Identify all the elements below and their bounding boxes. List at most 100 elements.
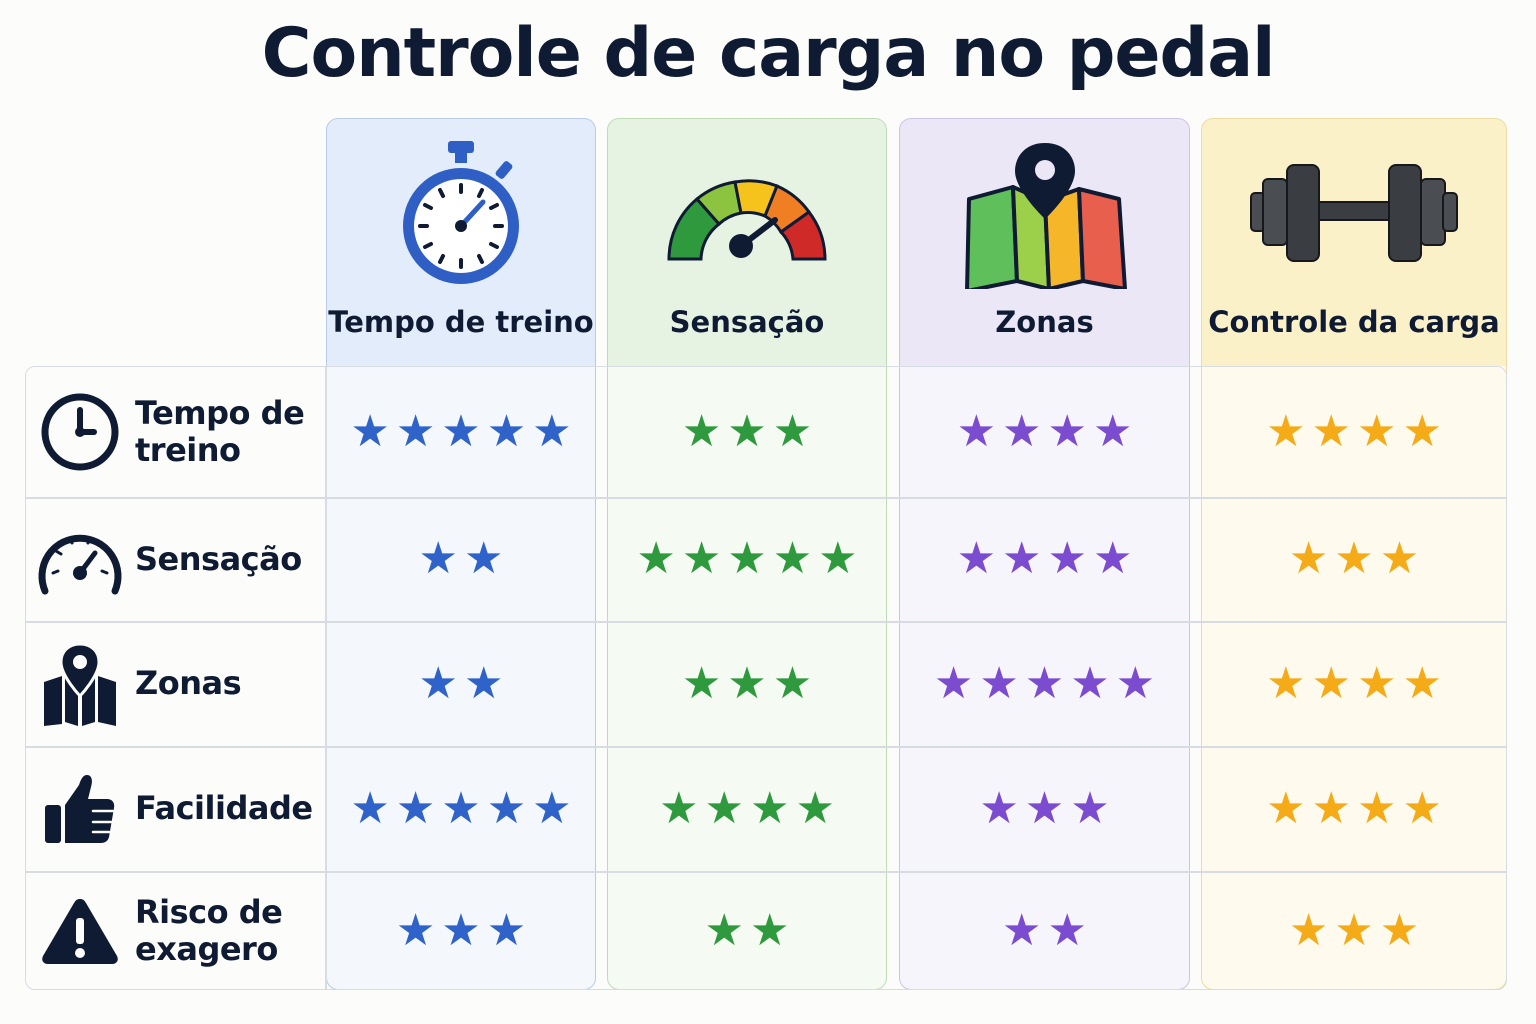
row-divider [25, 621, 1507, 623]
star-icon: ★ [956, 405, 997, 457]
star-icon: ★ [956, 533, 997, 584]
star-icon: ★ [1311, 657, 1351, 709]
rating-cell: ★ ★ ★ ★ [899, 497, 1190, 621]
star-icon: ★ [1024, 657, 1065, 709]
star-icon: ★ [681, 533, 722, 584]
star-icon: ★ [772, 533, 813, 584]
star-icon: ★ [704, 782, 744, 834]
rating-cell: ★ ★ [326, 497, 596, 621]
stopwatch-icon [327, 129, 595, 299]
star-icon: ★ [486, 904, 527, 956]
star-icon: ★ [1047, 533, 1087, 584]
star-icon: ★ [441, 782, 481, 834]
star-icon: ★ [486, 782, 527, 834]
row-header-risco-de-exagero: Risco de exagero [25, 871, 325, 990]
star-icon: ★ [772, 657, 813, 709]
rating-cell: ★ ★ ★ ★ ★ [326, 746, 596, 871]
rating-cell: ★ ★ [899, 871, 1190, 990]
star-icon: ★ [1266, 782, 1306, 834]
star-icon: ★ [532, 405, 572, 457]
rating-cell: ★ ★ ★ ★ ★ [899, 621, 1190, 746]
star-icon: ★ [1311, 405, 1351, 457]
rating-cell: ★ ★ ★ ★ [899, 366, 1190, 497]
star-icon: ★ [418, 657, 458, 709]
star-icon: ★ [1357, 405, 1397, 457]
row-label: Tempo de treino [135, 393, 305, 469]
rating-cell: ★ ★ [326, 621, 596, 746]
star-icon: ★ [681, 405, 722, 457]
star-icon: ★ [1311, 782, 1351, 834]
row-label-line1: Sensação [135, 539, 302, 578]
thumbs-up-icon [25, 773, 135, 845]
column-divider [325, 366, 327, 990]
row-label: Sensação [135, 539, 302, 578]
star-icon: ★ [395, 782, 436, 834]
star-icon: ★ [979, 657, 1019, 709]
star-icon: ★ [1357, 782, 1397, 834]
row-label-line2: exagero [135, 929, 278, 968]
column-sensacao: Sensação [607, 118, 887, 990]
column-label-zonas: Zonas [995, 305, 1094, 339]
star-icon: ★ [818, 533, 858, 584]
column-controle-da-carga: Controle da carga [1201, 118, 1507, 990]
row-divider [25, 497, 1507, 499]
star-icon: ★ [659, 782, 699, 834]
star-icon: ★ [1070, 657, 1110, 709]
star-icon: ★ [1334, 904, 1374, 956]
star-icon: ★ [1115, 657, 1156, 709]
rating-cell: ★ ★ ★ [1201, 497, 1507, 621]
ratings-table [25, 366, 1507, 990]
star-icon: ★ [1402, 782, 1442, 834]
star-icon: ★ [532, 782, 572, 834]
star-icon: ★ [772, 405, 813, 457]
star-icon: ★ [1002, 405, 1042, 457]
star-icon: ★ [1002, 904, 1042, 956]
star-icon: ★ [933, 657, 974, 709]
rating-cell: ★ ★ ★ [899, 746, 1190, 871]
star-icon: ★ [395, 904, 436, 956]
star-icon: ★ [1379, 904, 1420, 956]
dumbbell-icon [1202, 129, 1506, 299]
star-icon: ★ [464, 533, 504, 584]
rating-cell: ★ ★ ★ ★ [607, 746, 887, 871]
star-icon: ★ [1266, 405, 1306, 457]
page-title: Controle de carga no pedal [261, 14, 1276, 93]
gauge-icon [608, 129, 886, 299]
star-icon: ★ [1266, 657, 1306, 709]
column-tempo-de-treino: Tempo de treino [326, 118, 596, 990]
star-icon: ★ [1402, 405, 1442, 457]
star-icon: ★ [750, 904, 790, 956]
star-icon: ★ [704, 904, 744, 956]
star-icon: ★ [1092, 533, 1133, 584]
row-divider [25, 871, 1507, 873]
rating-cell: ★ ★ ★ [1201, 871, 1507, 990]
star-icon: ★ [1288, 533, 1329, 584]
row-header-zonas: Zonas [25, 621, 325, 746]
row-header-tempo-de-treino: Tempo de treino [25, 366, 325, 497]
rating-cell: ★ ★ ★ [326, 871, 596, 990]
star-icon: ★ [350, 782, 390, 834]
row-label: Facilidade [135, 790, 313, 827]
star-icon: ★ [1047, 904, 1087, 956]
rating-cell: ★ ★ ★ ★ [1201, 366, 1507, 497]
star-icon: ★ [1402, 657, 1442, 709]
rating-cell: ★ ★ ★ [607, 621, 887, 746]
rating-cell: ★ ★ ★ [607, 366, 887, 497]
star-icon: ★ [464, 657, 504, 709]
row-header-facilidade: Facilidade [25, 746, 325, 871]
star-icon: ★ [441, 405, 481, 457]
star-icon: ★ [486, 405, 527, 457]
row-label-line1: Tempo de [135, 393, 305, 432]
star-icon: ★ [395, 405, 436, 457]
row-label-line1: Zonas [135, 664, 242, 702]
column-zonas: Zonas [899, 118, 1190, 990]
star-icon: ★ [636, 533, 676, 584]
star-icon: ★ [350, 405, 390, 457]
star-icon: ★ [727, 533, 767, 584]
star-icon: ★ [1024, 782, 1065, 834]
column-label-carga: Controle da carga [1208, 305, 1500, 339]
row-label: Risco de exagero [135, 893, 283, 968]
rating-cell: ★ ★ ★ ★ ★ [326, 366, 596, 497]
column-label-sensacao: Sensação [669, 305, 825, 339]
warning-icon [25, 896, 135, 966]
